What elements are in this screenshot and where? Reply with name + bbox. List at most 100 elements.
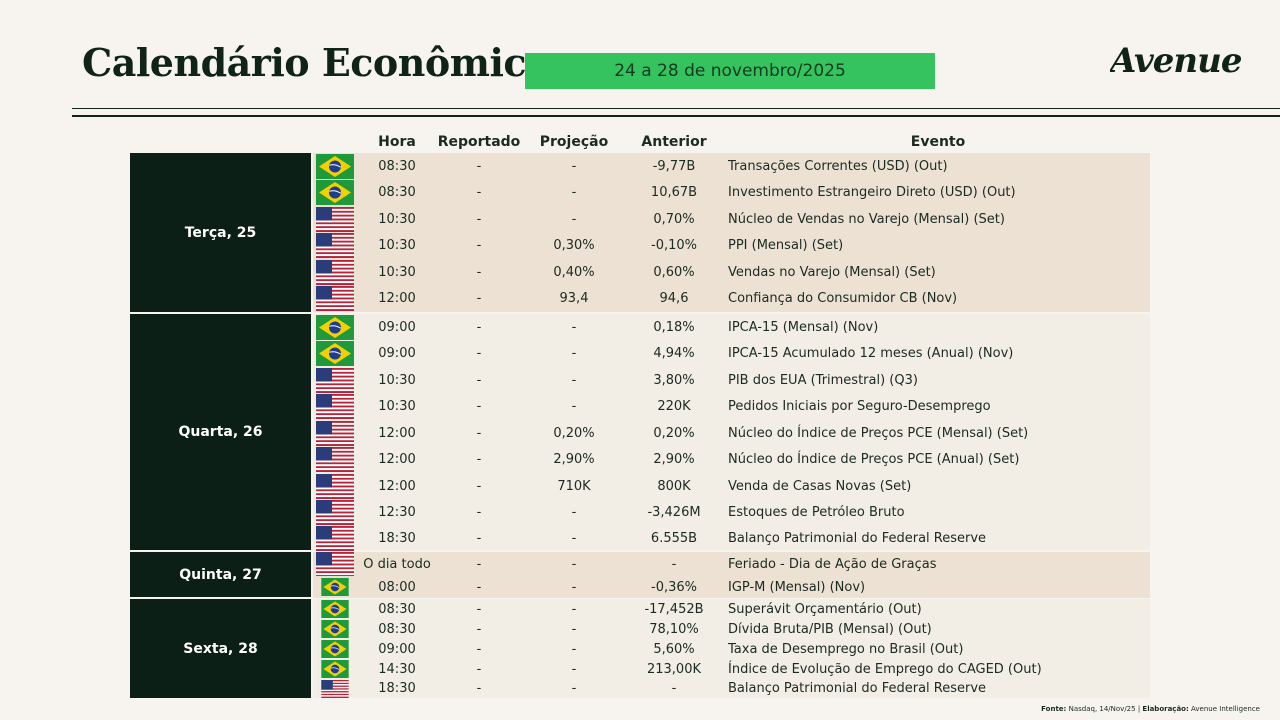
br-flag-icon [315, 576, 355, 598]
cell-anterior: 4,94% [653, 346, 695, 361]
table-row: 18:30 - - 6.555B Balanço Patrimonial do Fede… [313, 525, 1150, 551]
us-flag-icon [315, 473, 355, 499]
table-row: 12:00 - 93,4 94,6 Confiança do Consumidor CB… [313, 285, 1150, 312]
cell-hora: 14:30 [378, 661, 416, 677]
cell-evento: IPCA-15 (Mensal) (Nov) [728, 319, 879, 335]
us-flag-icon [315, 499, 355, 526]
cell-hora: 08:00 [378, 579, 416, 595]
cell-evento: Investimento Estrangeiro Direto (USD) (O… [728, 185, 1016, 200]
cell-evento: Estoques de Petróleo Bruto [728, 505, 905, 520]
us-flag-icon [315, 232, 355, 259]
cell-reportado: - [476, 372, 482, 388]
cell-hora: 12:00 [378, 452, 416, 467]
cell-reportado: - [476, 621, 482, 637]
cell-reportado: - [476, 478, 482, 494]
cell-projecao: 0,30% [553, 238, 595, 253]
cell-projecao: - [571, 505, 577, 520]
cell-hora: 18:30 [378, 530, 416, 546]
cell-reportado: - [476, 238, 482, 253]
table-row: 08:30 - - -9,77B Transações Correntes (USD) … [313, 153, 1150, 179]
table-row: 12:00 - 2,90% 2,90% Núcleo do Índice de Preç… [313, 446, 1150, 473]
cell-evento: Vendas no Varejo (Mensal) (Set) [728, 264, 936, 280]
br-flag-icon [315, 659, 355, 679]
cell-projecao: - [571, 185, 577, 200]
cell-evento: Venda de Casas Novas (Set) [728, 478, 912, 494]
cell-projecao: - [571, 621, 577, 637]
cell-hora: 12:00 [378, 291, 416, 306]
cell-projecao: - [571, 579, 577, 595]
cell-evento: Balanço Patrimonial do Federal Reserve [728, 681, 987, 696]
col-header-reportado: Reportado [437, 134, 521, 150]
table-row: 08:30 - - 78,10% Dívida Bruta/PIB (Mensal) (… [313, 619, 1150, 639]
br-flag-icon [315, 639, 355, 659]
br-flag-icon [315, 179, 355, 206]
cell-projecao: 2,90% [553, 452, 595, 467]
us-flag-icon [315, 525, 355, 551]
cell-projecao: 93,4 [559, 291, 589, 306]
cell-projecao: - [571, 319, 577, 335]
cell-anterior: -17,452B [644, 601, 704, 617]
cell-reportado: - [476, 399, 482, 414]
table-row: 09:00 - - 5,60% Taxa de Desemprego no Brasil… [313, 639, 1150, 659]
cell-anterior: 5,60% [653, 641, 695, 657]
cell-hora: 18:30 [378, 681, 416, 696]
table-row: 12:30 - - -3,426M Estoques de Petróleo Bruto [313, 499, 1150, 526]
cell-reportado: - [476, 346, 482, 361]
us-flag-icon [315, 367, 355, 393]
br-flag-icon [315, 153, 355, 179]
cell-projecao: - [571, 641, 577, 657]
cell-projecao: - [571, 681, 577, 696]
cell-projecao: - [571, 661, 577, 677]
cell-hora: O dia todo [363, 556, 431, 572]
cell-reportado: - [476, 452, 482, 467]
us-flag-icon [315, 285, 355, 312]
cell-projecao: - [571, 346, 577, 361]
cell-hora: 09:00 [378, 641, 416, 657]
table-row: 10:30 - 0,40% 0,60% Vendas no Varejo (Mensal… [313, 259, 1150, 285]
cell-reportado: - [476, 211, 482, 227]
cell-anterior: 0,70% [653, 211, 695, 227]
cell-anterior: -3,426M [647, 505, 701, 520]
cell-anterior: -0,36% [651, 579, 697, 595]
cell-reportado: - [476, 319, 482, 335]
cell-evento: Balanço Patrimonial do Federal Reserve [728, 530, 987, 546]
cell-anterior: -9,77B [652, 158, 696, 174]
cell-hora: 10:30 [378, 211, 416, 227]
cell-reportado: - [476, 556, 482, 572]
cell-evento: Transações Correntes (USD) (Out) [728, 158, 948, 174]
cell-hora: 10:30 [378, 372, 416, 388]
table-row: 10:30 - - 0,70% Núcleo de Vendas no Varejo (… [313, 206, 1150, 232]
us-flag-icon [315, 393, 355, 420]
cell-evento: Índice de Evolução de Emprego do CAGED (… [728, 661, 1042, 677]
cell-evento: Núcleo de Vendas no Varejo (Mensal) (Set… [728, 211, 1005, 227]
cell-anterior: 0,60% [653, 264, 695, 280]
cell-reportado: - [476, 601, 482, 617]
cell-evento: Feriado - Dia de Ação de Graças [728, 556, 937, 572]
cell-anterior: 220K [657, 399, 691, 414]
cell-hora: 10:30 [378, 264, 416, 280]
br-flag-icon [315, 314, 355, 340]
cell-projecao: - [571, 211, 577, 227]
cell-evento: IGP-M (Mensal) (Nov) [728, 579, 866, 595]
us-flag-icon [315, 446, 355, 473]
cell-evento: PIB dos EUA (Trimestral) (Q3) [728, 372, 918, 388]
cell-reportado: - [476, 505, 482, 520]
cell-anterior: 0,18% [653, 319, 695, 335]
cell-reportado: - [476, 641, 482, 657]
cell-projecao: - [571, 601, 577, 617]
cell-projecao: - [571, 530, 577, 546]
cell-evento: Pedidos Iniciais por Seguro-Desemprego [728, 399, 991, 414]
cell-hora: 09:00 [378, 346, 416, 361]
cell-projecao: - [571, 372, 577, 388]
cell-reportado: - [476, 158, 482, 174]
cell-anterior: 10,67B [650, 185, 698, 200]
table-row: 08:30 - - -17,452B Superávit Orçamentário (O… [313, 599, 1150, 619]
footer-source: Fonte: Nasdaq, 14/Nov/25 | Elaboração: A… [1041, 705, 1260, 713]
table-row: 09:00 - - 0,18% IPCA-15 (Mensal) (Nov) [313, 314, 1150, 340]
br-flag-icon [315, 340, 355, 367]
cell-evento: Taxa de Desemprego no Brasil (Out) [728, 641, 964, 657]
page-title: Calendário Econômico [82, 40, 551, 85]
cell-anterior: 94,6 [659, 291, 689, 306]
table-row: 08:00 - - -0,36% IGP-M (Mensal) (Nov) [313, 576, 1150, 598]
cell-anterior: 800K [657, 478, 691, 494]
